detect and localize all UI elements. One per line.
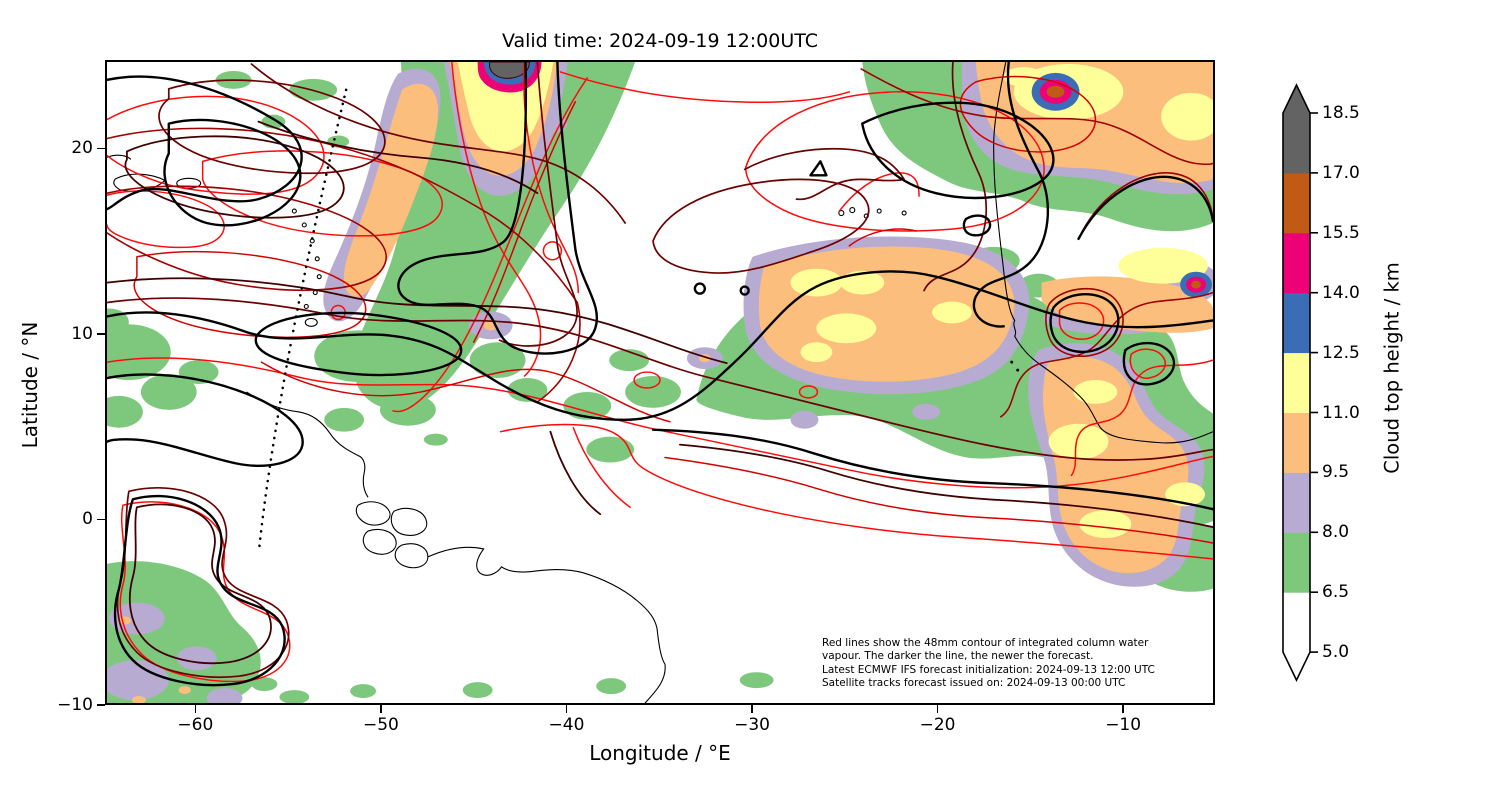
colorbar-tick-label: 14.0 (1322, 282, 1360, 303)
map-plot-area (105, 60, 1215, 705)
colorbar-tick-label: 8.0 (1322, 522, 1350, 543)
x-tick-mark (194, 705, 197, 713)
wv-contours-maroon (107, 62, 1213, 678)
colorbar-tick-label: 6.5 (1322, 582, 1350, 603)
colorbar-svg (1282, 83, 1318, 682)
plot-title: Valid time: 2024-09-19 12:00UTC (501, 30, 819, 52)
wv-contours-red (133, 75, 1213, 544)
colorbar-tick-label: 18.5 (1322, 103, 1360, 123)
y-tick-mark (97, 147, 105, 150)
y-tick-mark (97, 518, 105, 521)
x-tick-label: −50 (362, 715, 399, 735)
colorbar-tick-label: 15.5 (1322, 222, 1360, 243)
x-tick-mark (380, 705, 382, 713)
x-tick-mark (1122, 705, 1124, 713)
colorbar-segment (1283, 412, 1310, 473)
colorbar-tick-label: 12.5 (1322, 342, 1360, 363)
colorbar-segment (1283, 532, 1310, 593)
colorbar-tick-label: 11.0 (1322, 402, 1360, 423)
colorbar-segment (1283, 292, 1310, 354)
colorbar-tick-label: 5.0 (1322, 642, 1350, 663)
x-axis-label: Longitude / °E (589, 741, 731, 765)
y-tick-label: −10 (57, 695, 93, 715)
colorbar-segment (1283, 592, 1310, 653)
wv-contours-newest-black (107, 62, 1213, 687)
forecast-annotation: Red lines show the 48mm contour of integ… (822, 637, 1155, 690)
colorbar-segment (1283, 352, 1310, 413)
map-canvas (107, 62, 1213, 703)
x-tick-label: −40 (548, 715, 585, 735)
y-tick-mark (97, 704, 105, 706)
x-tick-label: −30 (734, 715, 770, 735)
y-tick-label: 10 (71, 323, 93, 344)
x-tick-mark (936, 705, 939, 713)
satellite-track-dotted-line (258, 88, 348, 548)
y-tick-label: 0 (82, 509, 93, 530)
x-tick-label: −60 (177, 715, 214, 735)
colorbar-tick-label: 17.0 (1322, 162, 1360, 183)
x-tick-label: −20 (919, 715, 956, 735)
colorbar-tick-label: 9.5 (1322, 462, 1350, 483)
y-tick-mark (97, 333, 105, 335)
y-tick-label: 20 (71, 138, 93, 159)
colorbar-segment (1283, 472, 1310, 533)
colorbar-label: Cloud top height / km (1380, 262, 1404, 474)
colorbar-segment (1283, 172, 1310, 234)
colorbar-segment (1283, 113, 1310, 174)
x-tick-label: −10 (1105, 715, 1142, 735)
x-tick-mark (565, 705, 568, 713)
colorbar-segment (1283, 232, 1310, 294)
x-tick-mark (751, 705, 753, 713)
